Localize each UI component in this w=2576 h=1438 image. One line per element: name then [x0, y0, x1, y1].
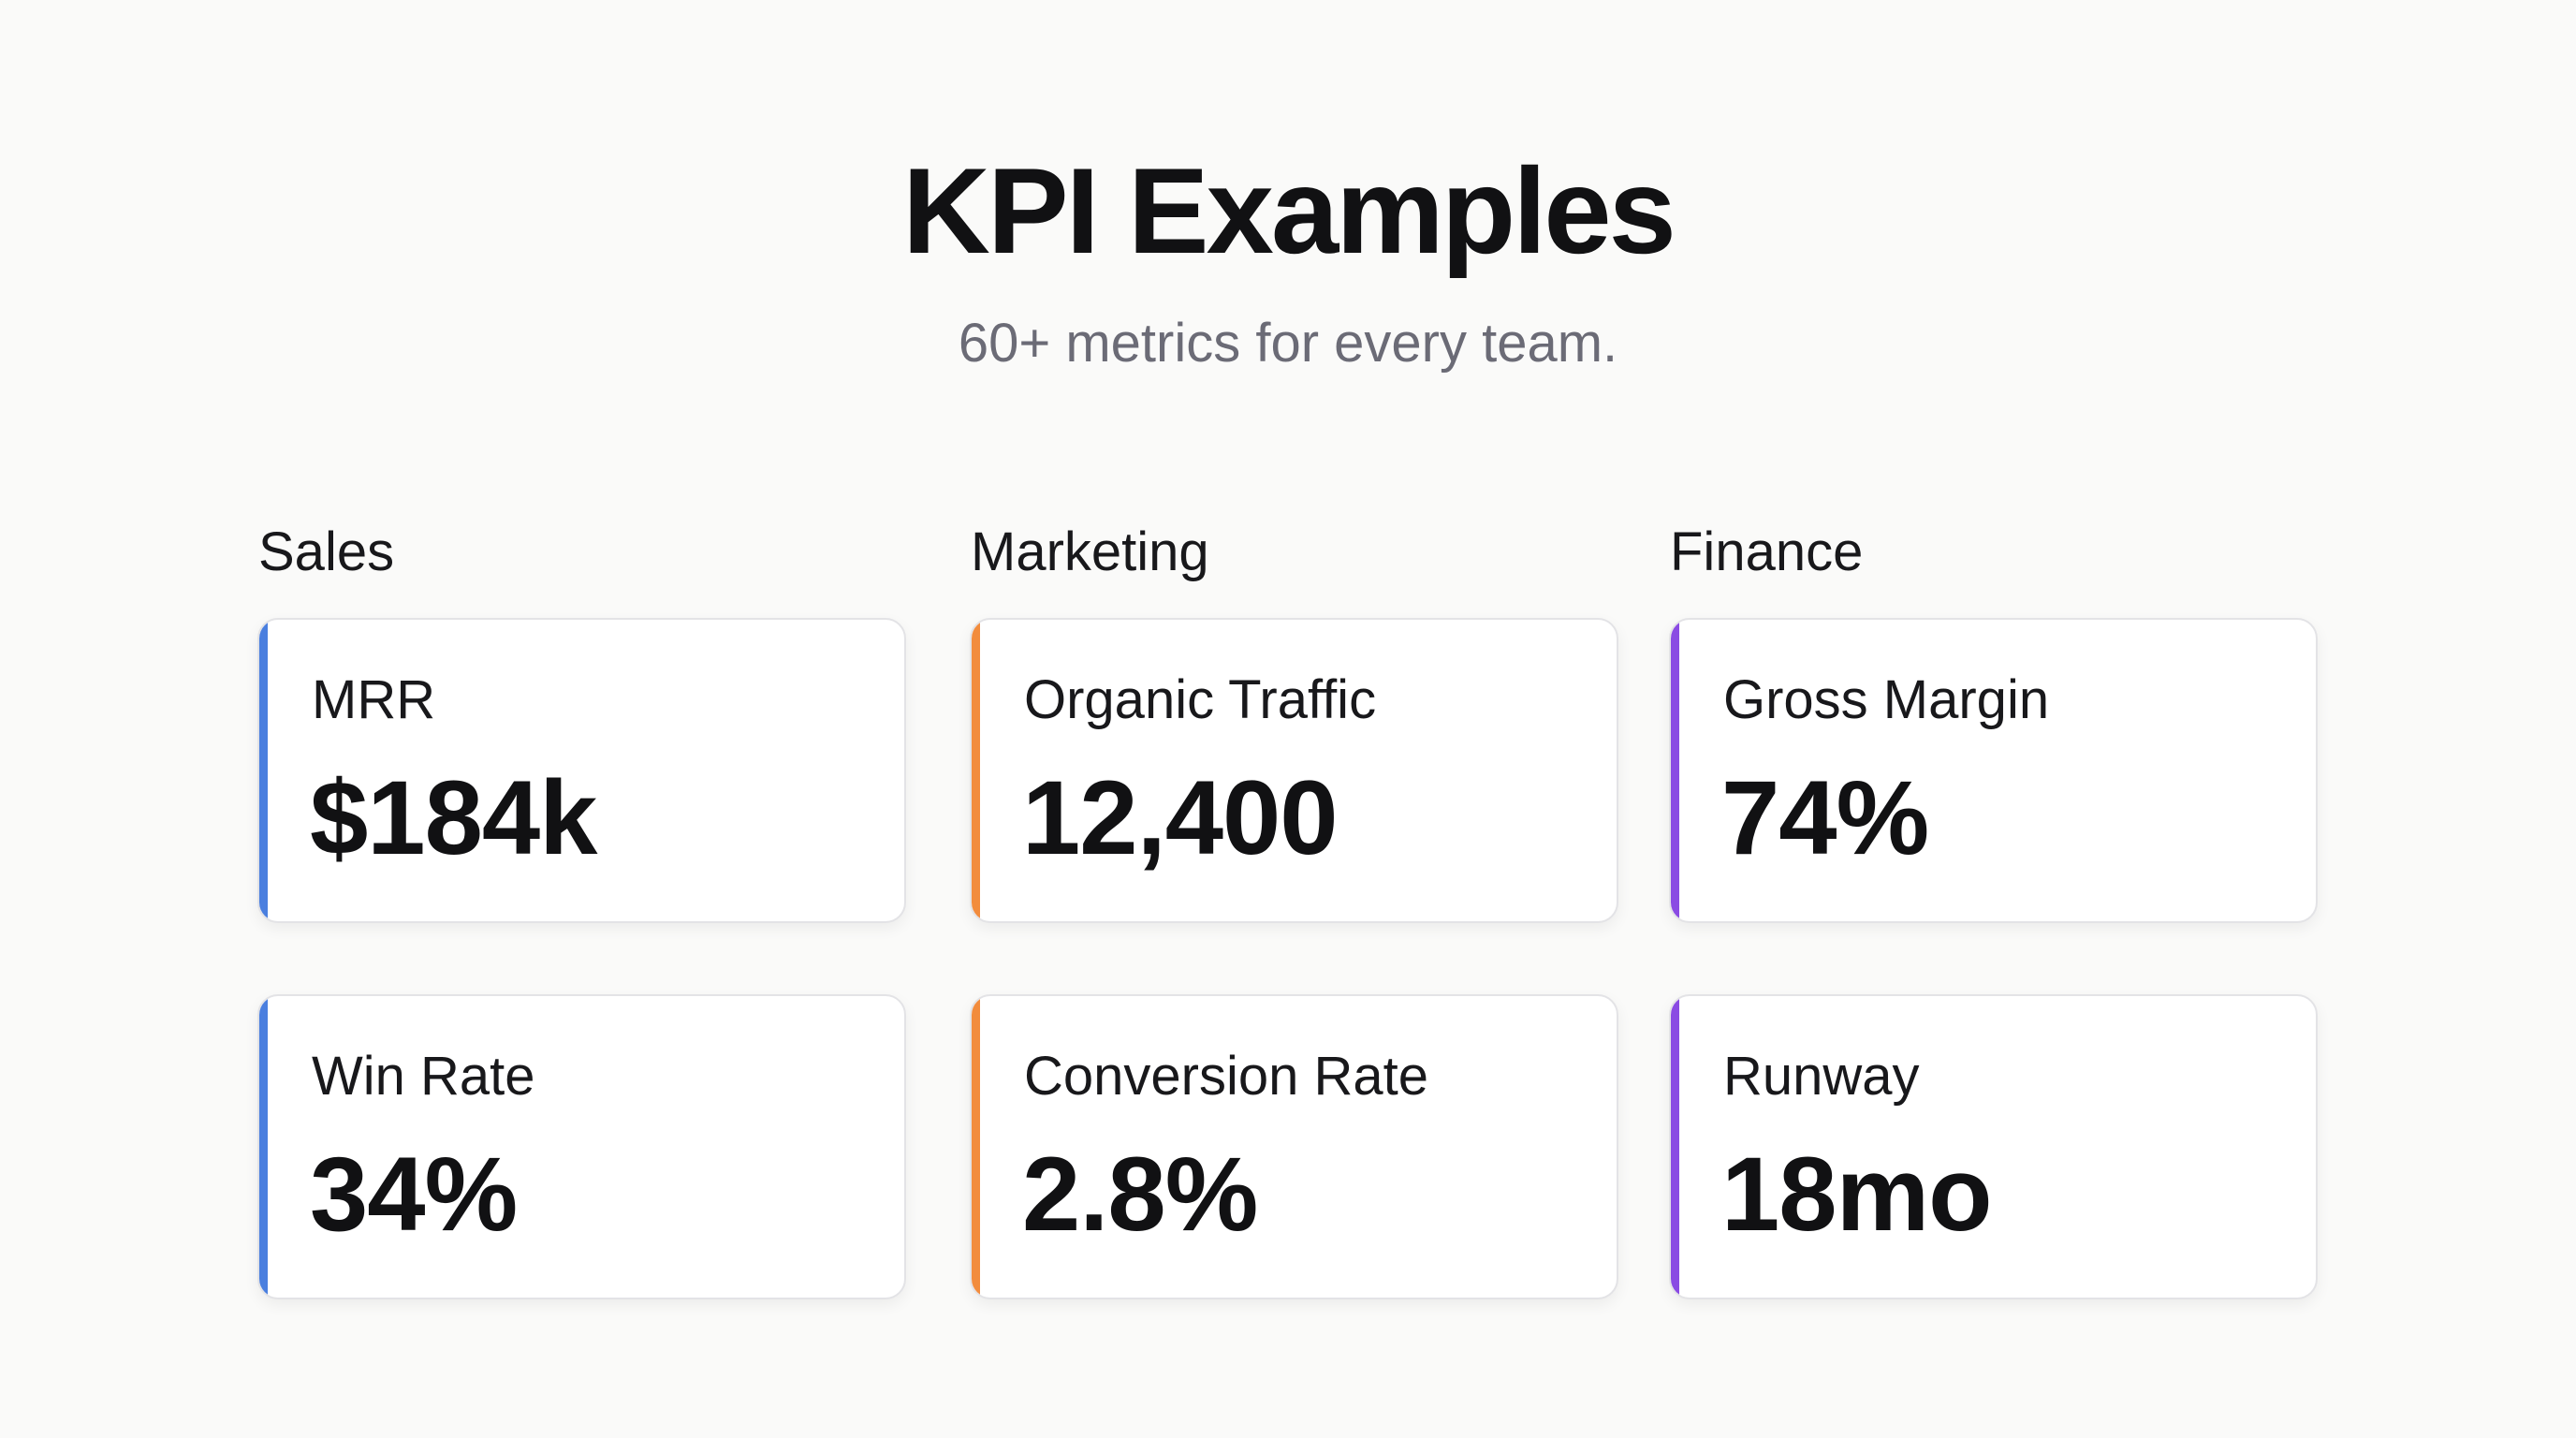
metric-value: 2.8%: [1022, 1136, 1258, 1253]
metric-label: Win Rate: [312, 1046, 535, 1107]
card-accent-bar: [1671, 996, 1679, 1298]
finance-column: Finance Gross Margin 74% Runway 18mo: [1669, 522, 2318, 1299]
metric-label: MRR: [312, 669, 436, 730]
card-accent-bar: [1671, 620, 1679, 921]
metric-value: 12,400: [1022, 759, 1339, 876]
metric-value: 74%: [1721, 759, 1929, 876]
card-accent-bar: [259, 620, 268, 921]
sales-column: Sales MRR $184k Win Rate 34%: [257, 522, 906, 1299]
marketing-column: Marketing Organic Traffic 12,400 Convers…: [970, 522, 1618, 1299]
metric-label: Runway: [1723, 1046, 1920, 1107]
metric-value: 18mo: [1721, 1136, 1993, 1253]
metric-label: Conversion Rate: [1024, 1046, 1428, 1107]
column-heading-marketing: Marketing: [971, 521, 1209, 582]
kpi-card-win-rate[interactable]: Win Rate 34%: [257, 994, 906, 1299]
metric-label: Organic Traffic: [1024, 669, 1377, 730]
card-accent-bar: [972, 996, 980, 1298]
metric-value: $184k: [310, 759, 597, 876]
metric-label: Gross Margin: [1723, 669, 2050, 730]
kpi-card-mrr[interactable]: MRR $184k: [257, 618, 906, 923]
kpi-card-gross-margin[interactable]: Gross Margin 74%: [1669, 618, 2318, 923]
card-accent-bar: [972, 620, 980, 921]
page-subtitle: 60+ metrics for every team.: [958, 313, 1618, 374]
page-title: KPI Examples: [902, 142, 1676, 279]
column-heading-sales: Sales: [258, 521, 395, 582]
kpi-card-runway[interactable]: Runway 18mo: [1669, 994, 2318, 1299]
metric-value: 34%: [310, 1136, 518, 1253]
card-accent-bar: [259, 996, 268, 1298]
kpi-card-conversion-rate[interactable]: Conversion Rate 2.8%: [970, 994, 1618, 1299]
kpi-card-organic-traffic[interactable]: Organic Traffic 12,400: [970, 618, 1618, 923]
column-heading-finance: Finance: [1670, 521, 1864, 582]
